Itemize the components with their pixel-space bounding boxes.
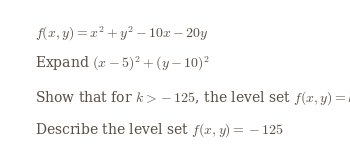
Text: Describe the level set $f(x, y) = -125$: Describe the level set $f(x, y) = -125$: [35, 121, 284, 139]
Text: Show that for $k > -125$, the level set $f(x, y) = k$ is a circle: Show that for $k > -125$, the level set …: [35, 89, 350, 107]
Text: $f(x, y) = x^2 + y^2 - 10x - 20y$: $f(x, y) = x^2 + y^2 - 10x - 20y$: [35, 24, 209, 43]
Text: Expand $(x - 5)^2 + (y - 10)^2$: Expand $(x - 5)^2 + (y - 10)^2$: [35, 55, 210, 73]
